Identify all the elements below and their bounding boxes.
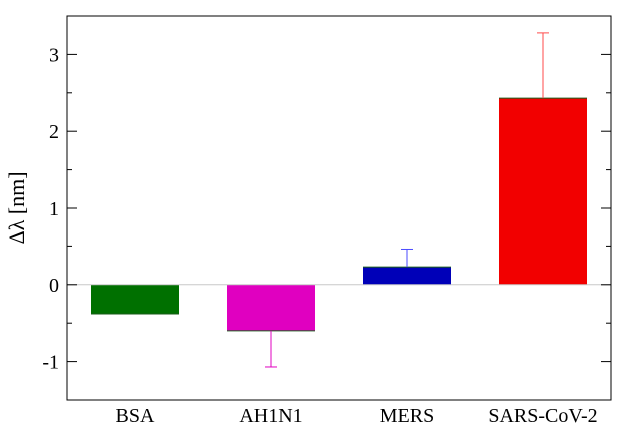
y-tick-label: 3: [49, 44, 59, 66]
x-tick-label: SARS-CoV-2: [488, 405, 597, 424]
y-axis-title: Δλ [nm]: [4, 171, 29, 244]
y-axis: -1 0 1 2 3: [42, 15, 611, 401]
error-bars-layer: [265, 32, 549, 368]
y-tick-label: 1: [49, 198, 59, 220]
x-tick-label: AH1N1: [239, 405, 302, 424]
bar-mers: [363, 267, 451, 285]
x-tick-label: BSA: [116, 405, 155, 424]
bars-layer: [91, 97, 587, 332]
y-tick-label: -1: [42, 352, 59, 374]
x-tick-label: MERS: [380, 405, 434, 424]
y-tick-label: 0: [49, 275, 59, 297]
bar-sars-cov-2: [499, 98, 587, 285]
x-axis: BSA AH1N1 MERS SARS-CoV-2: [116, 405, 598, 424]
y-tick-label: 2: [49, 121, 59, 143]
bar-bsa: [91, 284, 179, 314]
bar-ah1n1: [227, 284, 315, 331]
